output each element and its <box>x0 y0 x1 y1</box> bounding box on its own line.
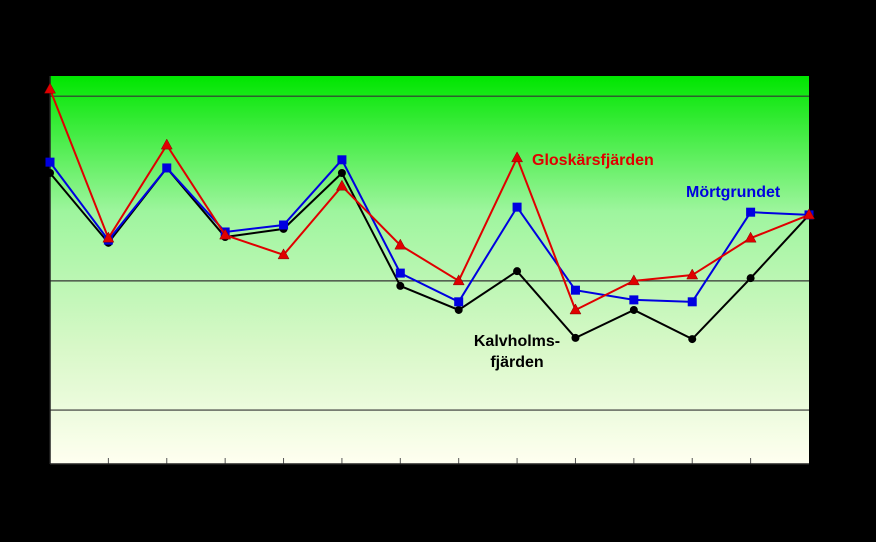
marker <box>337 169 346 177</box>
marker <box>336 179 348 191</box>
marker <box>394 238 407 250</box>
series-label: Mörtgrundet <box>686 184 781 201</box>
marker <box>744 231 757 243</box>
marker <box>688 335 697 344</box>
marker <box>746 274 755 283</box>
marker <box>686 268 699 280</box>
plot-area <box>50 76 809 464</box>
marker <box>45 157 55 167</box>
marker <box>277 248 290 260</box>
marker <box>452 274 465 286</box>
series-label: fjärden <box>490 354 543 371</box>
marker <box>279 220 289 230</box>
series-label: Gloskärsfjärden <box>532 152 654 169</box>
marker <box>570 285 580 295</box>
marker <box>746 207 756 217</box>
marker <box>46 169 54 177</box>
marker <box>454 297 464 307</box>
marker <box>687 297 697 307</box>
marker <box>511 151 523 163</box>
marker <box>162 163 172 173</box>
marker <box>219 228 232 240</box>
series-line <box>49 158 810 304</box>
marker <box>512 202 522 212</box>
marker <box>629 295 639 305</box>
marker <box>629 305 638 314</box>
marker <box>569 303 582 315</box>
marker <box>160 138 173 150</box>
series-label: Kalvholms- <box>474 333 560 350</box>
marker <box>454 305 463 314</box>
series-line <box>49 88 810 312</box>
marker <box>803 208 815 220</box>
marker <box>44 82 56 94</box>
marker <box>571 333 580 342</box>
marker <box>627 274 640 286</box>
marker <box>513 267 522 276</box>
marker <box>102 231 115 243</box>
marker <box>396 281 405 290</box>
marker <box>395 268 405 278</box>
marker <box>337 155 347 165</box>
